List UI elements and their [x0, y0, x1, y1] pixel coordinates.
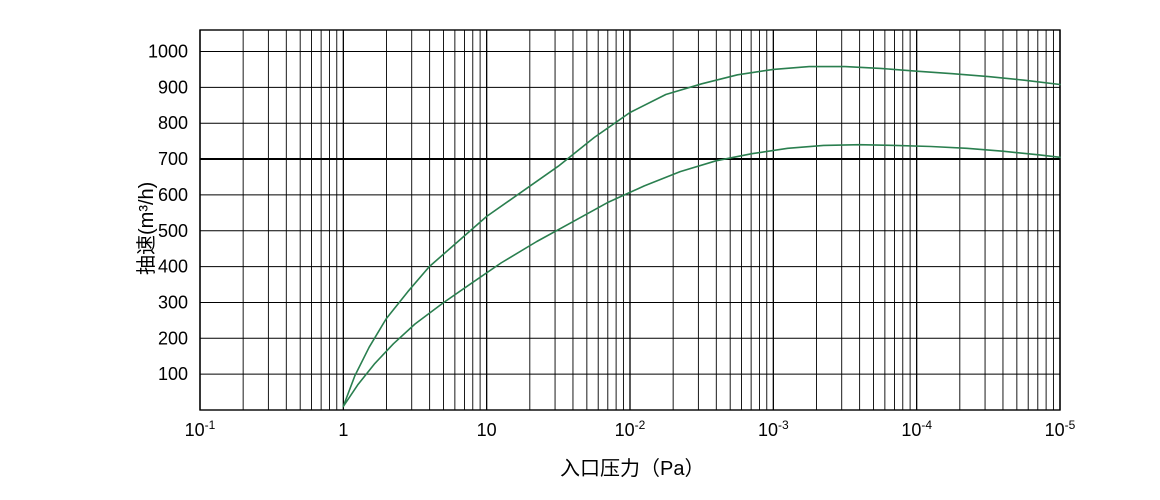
- y-tick-label: 400: [158, 257, 188, 277]
- y-tick-label: 500: [158, 221, 188, 241]
- y-tick-label: 1000: [148, 42, 188, 62]
- y-tick-label: 200: [158, 328, 188, 348]
- pumping-speed-chart: 10-111010-210-310-410-510020030040050060…: [0, 0, 1160, 500]
- x-axis-label: 入口压力（Pa）: [560, 452, 704, 481]
- y-tick-label: 600: [158, 185, 188, 205]
- chart-svg: 10-111010-210-310-410-510020030040050060…: [0, 0, 1160, 500]
- y-tick-label: 800: [158, 113, 188, 133]
- y-tick-label: 900: [158, 77, 188, 97]
- y-tick-label: 700: [158, 149, 188, 169]
- y-tick-label: 300: [158, 292, 188, 312]
- y-tick-label: 100: [158, 364, 188, 384]
- y-axis-label: 抽速(m³/h): [130, 182, 159, 275]
- x-tick-label: 10: [477, 420, 497, 440]
- x-tick-label: 1: [338, 420, 348, 440]
